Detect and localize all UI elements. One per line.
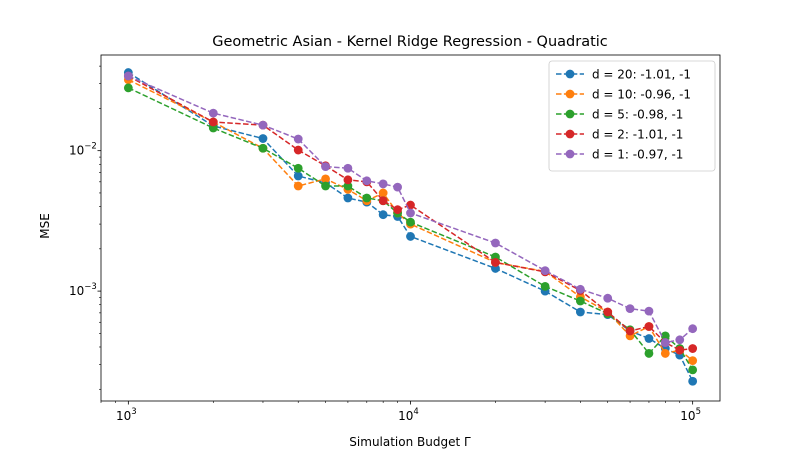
- x-tick-label-exponent: 3: [131, 407, 136, 417]
- data-point: [393, 182, 402, 192]
- legend-marker: [565, 89, 575, 99]
- data-point: [378, 210, 388, 220]
- legend-marker: [565, 109, 575, 119]
- data-point: [688, 324, 698, 334]
- y-tick-label-base: 10: [69, 284, 84, 298]
- legend-label: d = 20: -1.01, -1: [592, 68, 691, 82]
- data-point: [575, 307, 585, 317]
- data-point: [343, 163, 353, 173]
- data-point: [208, 108, 218, 118]
- data-point: [688, 376, 698, 386]
- x-tick-label: 105: [680, 407, 701, 423]
- legend-label: d = 5: -0.98, -1: [592, 108, 683, 122]
- data-point: [378, 196, 388, 206]
- data-point: [208, 117, 218, 127]
- data-point: [660, 338, 670, 347]
- data-point: [293, 171, 303, 181]
- data-point: [321, 181, 330, 191]
- legend-item: d = 5: -0.98, -1: [556, 108, 683, 122]
- legend-marker: [565, 69, 575, 79]
- data-point: [406, 217, 415, 227]
- x-tick-label-base: 10: [398, 409, 413, 423]
- y-axis-label: MSE: [38, 213, 52, 239]
- data-point: [688, 344, 698, 353]
- data-point: [660, 331, 670, 341]
- data-point: [688, 365, 698, 375]
- data-point: [343, 175, 353, 185]
- chart-title: Geometric Asian - Kernel Ridge Regressio…: [212, 34, 608, 50]
- data-point: [293, 181, 303, 191]
- y-tick-label-exponent: −3: [84, 282, 97, 292]
- data-point: [660, 349, 670, 358]
- data-point: [362, 193, 372, 203]
- x-tick-label-exponent: 5: [696, 407, 701, 417]
- x-tick-label: 103: [116, 407, 137, 423]
- data-point: [688, 356, 698, 365]
- data-point: [258, 120, 268, 130]
- data-point: [293, 134, 303, 144]
- data-point: [644, 349, 654, 358]
- data-point: [406, 232, 415, 241]
- data-point: [644, 322, 654, 331]
- data-point: [406, 208, 415, 218]
- legend-item: d = 2: -1.01, -1: [556, 128, 683, 142]
- x-axis-label: Simulation Budget Γ: [349, 435, 471, 449]
- x-tick-label-base: 10: [680, 409, 695, 423]
- legend-label: d = 2: -1.01, -1: [592, 128, 683, 142]
- data-point: [644, 334, 654, 343]
- data-point: [362, 176, 372, 186]
- data-point: [343, 193, 353, 203]
- data-point: [378, 188, 388, 198]
- data-point: [258, 134, 268, 143]
- data-point: [644, 306, 654, 316]
- y-tick-label-exponent: −2: [84, 142, 97, 152]
- legend-marker: [565, 149, 575, 159]
- data-point: [321, 162, 330, 172]
- data-point: [540, 282, 550, 291]
- data-point: [293, 145, 303, 155]
- data-point: [625, 304, 635, 314]
- data-point: [603, 293, 613, 303]
- data-point: [123, 83, 133, 93]
- y-tick-label: 10−3: [69, 282, 97, 298]
- data-point: [258, 143, 268, 153]
- data-point: [123, 71, 133, 81]
- data-point: [675, 335, 685, 345]
- legend-label: d = 1: -0.97, -1: [592, 148, 683, 162]
- x-tick-label-base: 10: [116, 409, 131, 423]
- x-tick-label: 104: [398, 407, 419, 423]
- data-point: [293, 163, 303, 173]
- data-point: [575, 296, 585, 306]
- legend-item: d = 1: -0.97, -1: [556, 148, 683, 162]
- legend-box: [548, 60, 716, 172]
- x-tick-label-exponent: 4: [413, 407, 418, 417]
- y-tick-label: 10−2: [69, 142, 97, 158]
- legend-item: d = 10: -0.96, -1: [556, 88, 691, 102]
- legend: d = 20: -1.01, -1 d = 10: -0.96, -1 d = 5:…: [548, 60, 716, 172]
- data-point: [393, 205, 402, 215]
- data-point: [343, 181, 353, 191]
- data-point: [491, 238, 500, 248]
- data-point: [575, 284, 585, 294]
- data-point: [603, 307, 613, 317]
- y-tick-label-base: 10: [69, 144, 84, 158]
- data-point: [321, 174, 330, 184]
- data-point: [491, 258, 500, 267]
- data-point: [378, 179, 388, 189]
- axes-frame: [100, 54, 721, 402]
- legend-marker: [565, 129, 575, 139]
- data-point: [625, 326, 635, 336]
- data-point: [540, 266, 550, 275]
- series-5: [123, 71, 698, 347]
- legend-label: d = 10: -0.96, -1: [592, 88, 691, 102]
- legend-item: d = 20: -1.01, -1: [556, 68, 691, 82]
- data-point: [675, 345, 685, 355]
